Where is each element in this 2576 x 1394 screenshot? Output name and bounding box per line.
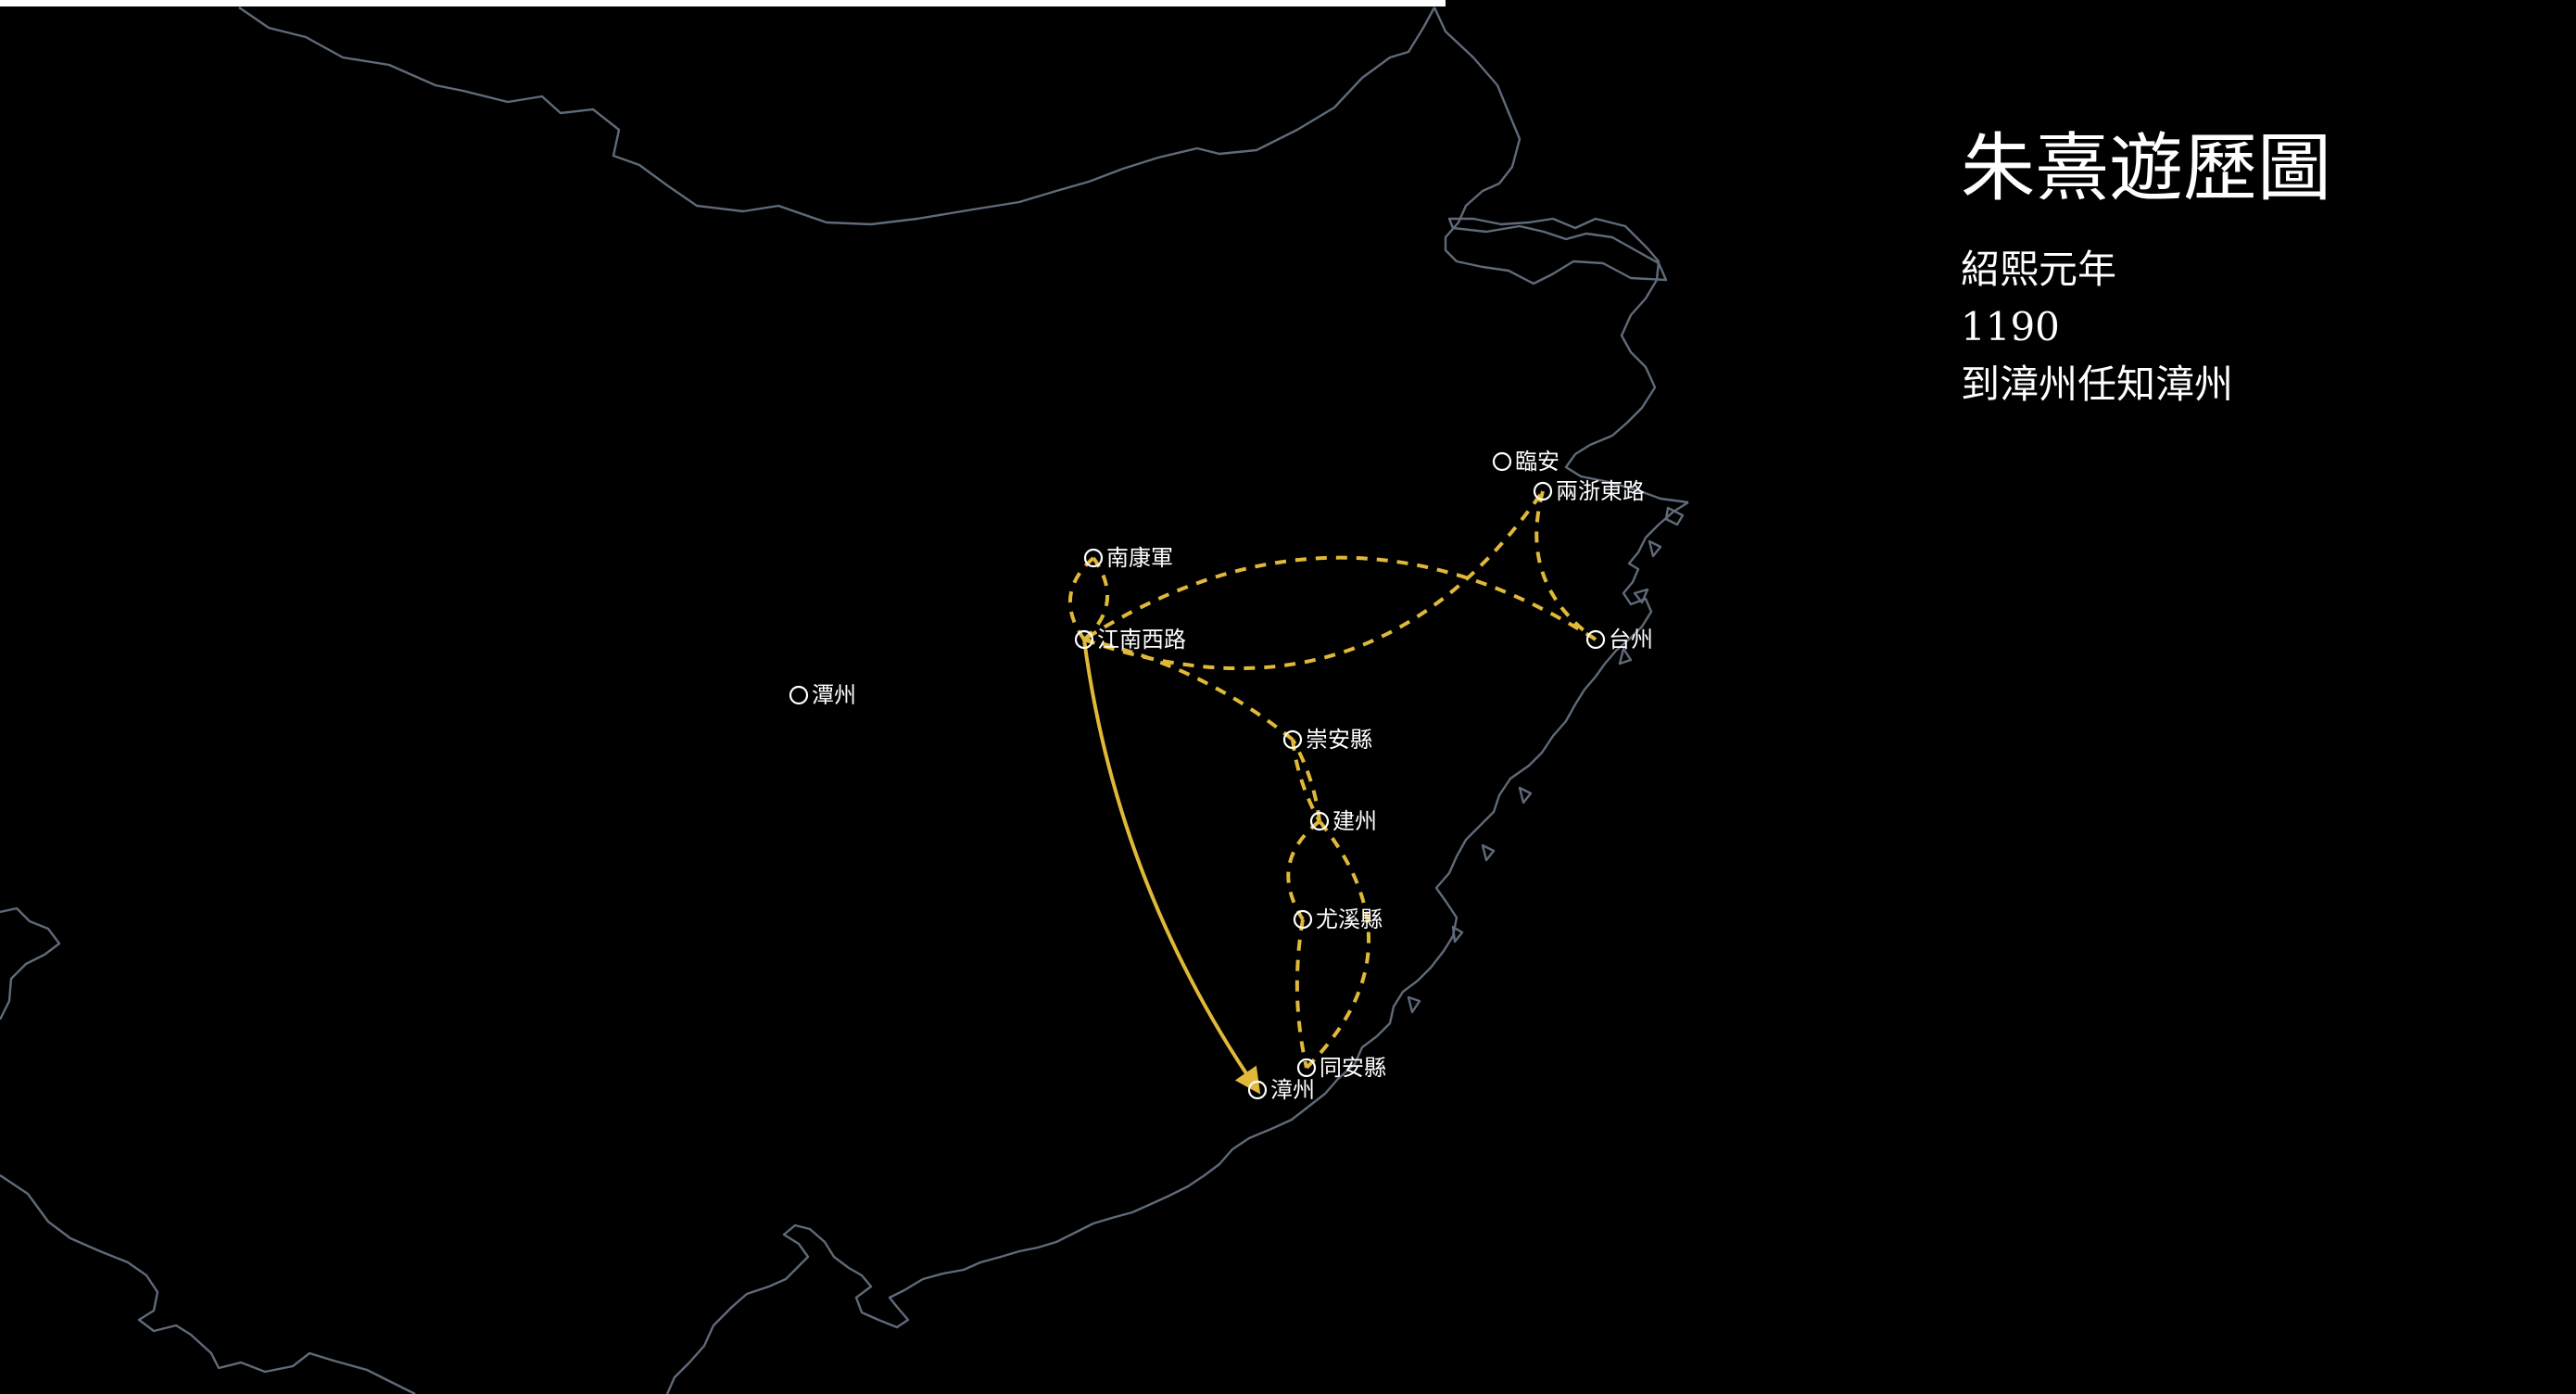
western-border [0, 906, 61, 1020]
route-layer [1067, 489, 1597, 1095]
place-marker-chongan[interactable] [1282, 729, 1303, 750]
place-youxi[interactable]: 尤溪縣 [1293, 906, 1383, 932]
place-label-jiangxi: 江南西路 [1097, 627, 1186, 653]
place-label-linan: 臨安 [1515, 449, 1559, 475]
info-panel: 朱熹遊歷圖 紹熙元年 1190 到漳州任知漳州 [1961, 122, 2331, 413]
place-marker-linan[interactable] [1492, 451, 1512, 472]
place-marker-tongan[interactable] [1296, 1058, 1317, 1078]
route-jianzhou-to-youxi [1286, 819, 1321, 921]
place-zhangzhou[interactable]: 漳州 [1247, 1077, 1315, 1103]
place-label-tongan: 同安縣 [1320, 1055, 1386, 1081]
place-marker-taizhou[interactable] [1585, 629, 1606, 650]
northern-border [238, 6, 1436, 226]
route-nankang-to-jiangxi [1067, 556, 1095, 641]
place-chongan[interactable]: 崇安縣 [1282, 727, 1372, 753]
place-linan[interactable]: 臨安 [1492, 449, 1559, 475]
place-label-liangzhe: 兩浙東路 [1556, 478, 1645, 504]
event-description: 到漳州任知漳州 [1961, 361, 2234, 407]
place-marker-nankang[interactable] [1083, 548, 1104, 568]
route-chongan-to-jiangxi [1083, 638, 1294, 741]
route-tongan-to-jianzhou [1305, 819, 1371, 1070]
top-frame-strip [0, 0, 1446, 6]
place-label-chongan: 崇安縣 [1306, 727, 1372, 753]
place-tanzhou[interactable]: 潭州 [789, 682, 856, 708]
fujian-islands [1407, 786, 1533, 1014]
northeast-coastline [1433, 6, 1689, 504]
route-taizhou-to-jiangxi [1082, 555, 1597, 641]
place-marker-zhangzhou[interactable] [1247, 1080, 1268, 1100]
place-nankang[interactable]: 南康軍 [1083, 545, 1173, 571]
route-jiangxi-to-nankang [1082, 556, 1110, 641]
place-label-zhangzhou: 漳州 [1270, 1077, 1315, 1103]
place-marker-liangzhe[interactable] [1533, 481, 1553, 501]
map-title: 朱熹遊歷圖 [1961, 125, 2331, 211]
place-taizhou[interactable]: 台州 [1585, 627, 1653, 653]
place-jianzhou[interactable]: 建州 [1309, 808, 1377, 834]
route-youxi-to-tongan [1294, 919, 1308, 1069]
route-liangzhe-to-taizhou [1534, 490, 1597, 641]
place-label-tanzhou: 潭州 [812, 682, 856, 708]
place-label-nankang: 南康軍 [1106, 545, 1173, 571]
place-tongan[interactable]: 同安縣 [1296, 1055, 1386, 1081]
route-jiangxi-to-zhangzhou-current [1082, 639, 1261, 1095]
place-marker-tanzhou[interactable] [789, 685, 809, 705]
southwest-coastline [0, 1174, 416, 1394]
place-label-taizhou: 台州 [1609, 627, 1653, 653]
place-liangzhe[interactable]: 兩浙東路 [1533, 478, 1645, 504]
era-name: 紹熙元年 [1961, 247, 2117, 292]
place-label-youxi: 尤溪縣 [1316, 906, 1383, 932]
place-jiangxi[interactable]: 江南西路 [1074, 627, 1186, 653]
place-marker-youxi[interactable] [1293, 909, 1313, 930]
year-label: 1190 [1961, 304, 2060, 349]
place-marker-jianzhou[interactable] [1309, 811, 1330, 831]
place-marker-jiangxi[interactable] [1074, 629, 1094, 650]
zhoushan-islands [1618, 506, 1685, 665]
southeast-coastline [665, 501, 1689, 1394]
place-label-jianzhou: 建州 [1332, 808, 1377, 834]
